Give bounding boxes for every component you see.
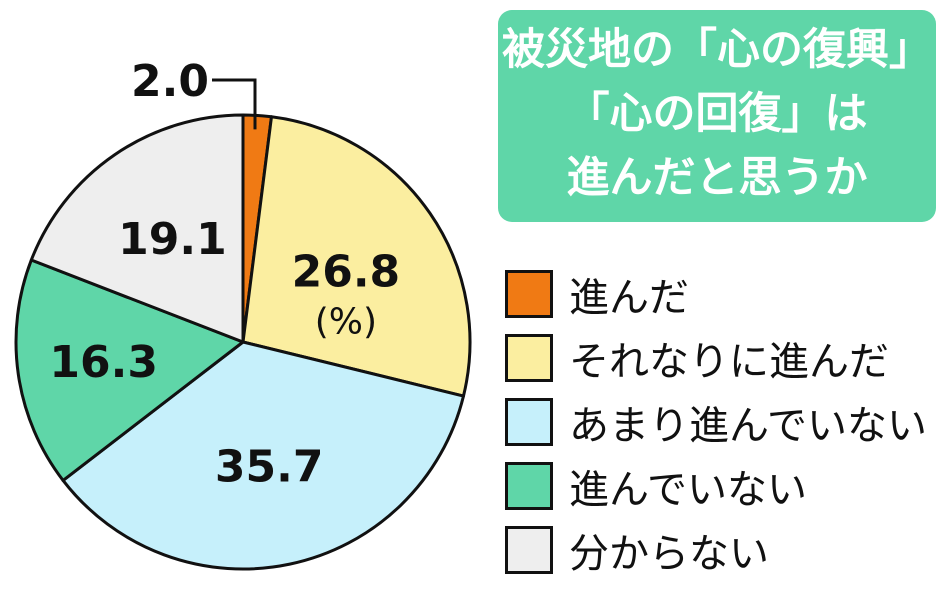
legend-swatch bbox=[505, 270, 553, 318]
legend: 進んだ それなりに進んだ あまり進んでいない 進んでいない 分からない bbox=[505, 262, 927, 582]
legend-swatch bbox=[505, 526, 553, 574]
legend-swatch bbox=[505, 462, 553, 510]
legend-item-somewhat-progressed: それなりに進んだ bbox=[505, 326, 927, 390]
legend-label: 進んでいない bbox=[569, 467, 807, 513]
title-line-2: 「心の回復」は bbox=[566, 89, 868, 139]
value-label-progressed: 2.0 bbox=[131, 56, 209, 107]
legend-label: あまり進んでいない bbox=[569, 403, 927, 449]
value-label-dont-know: 19.1 bbox=[118, 214, 227, 265]
value-label-not-progressed: 16.3 bbox=[49, 337, 158, 388]
legend-label: 進んだ bbox=[569, 275, 689, 321]
chart-title: 被災地の「心の復興」 「心の回復」は 進んだと思うか bbox=[498, 10, 936, 222]
legend-item-progressed: 進んだ bbox=[505, 262, 927, 326]
legend-item-not-much-progressed: あまり進んでいない bbox=[505, 390, 927, 454]
legend-item-not-progressed: 進んでいない bbox=[505, 454, 927, 518]
slice-not-much-progressed bbox=[61, 340, 465, 571]
legend-label: それなりに進んだ bbox=[569, 339, 889, 385]
title-line-1: 被災地の「心の復興」 bbox=[502, 25, 932, 75]
leader-line bbox=[212, 78, 257, 130]
legend-swatch bbox=[505, 398, 553, 446]
unit-label: (%) bbox=[315, 301, 377, 342]
slice-dont-know bbox=[29, 113, 245, 344]
slice-not-progressed bbox=[14, 258, 245, 482]
slice-somewhat-progressed bbox=[241, 115, 472, 398]
value-label-somewhat-progressed: 26.8 bbox=[292, 246, 401, 297]
value-label-not-much-progressed: 35.7 bbox=[215, 441, 324, 492]
legend-item-dont-know: 分からない bbox=[505, 518, 927, 582]
legend-label: 分からない bbox=[569, 531, 769, 577]
legend-swatch bbox=[505, 334, 553, 382]
title-line-3: 進んだと思うか bbox=[566, 153, 868, 203]
